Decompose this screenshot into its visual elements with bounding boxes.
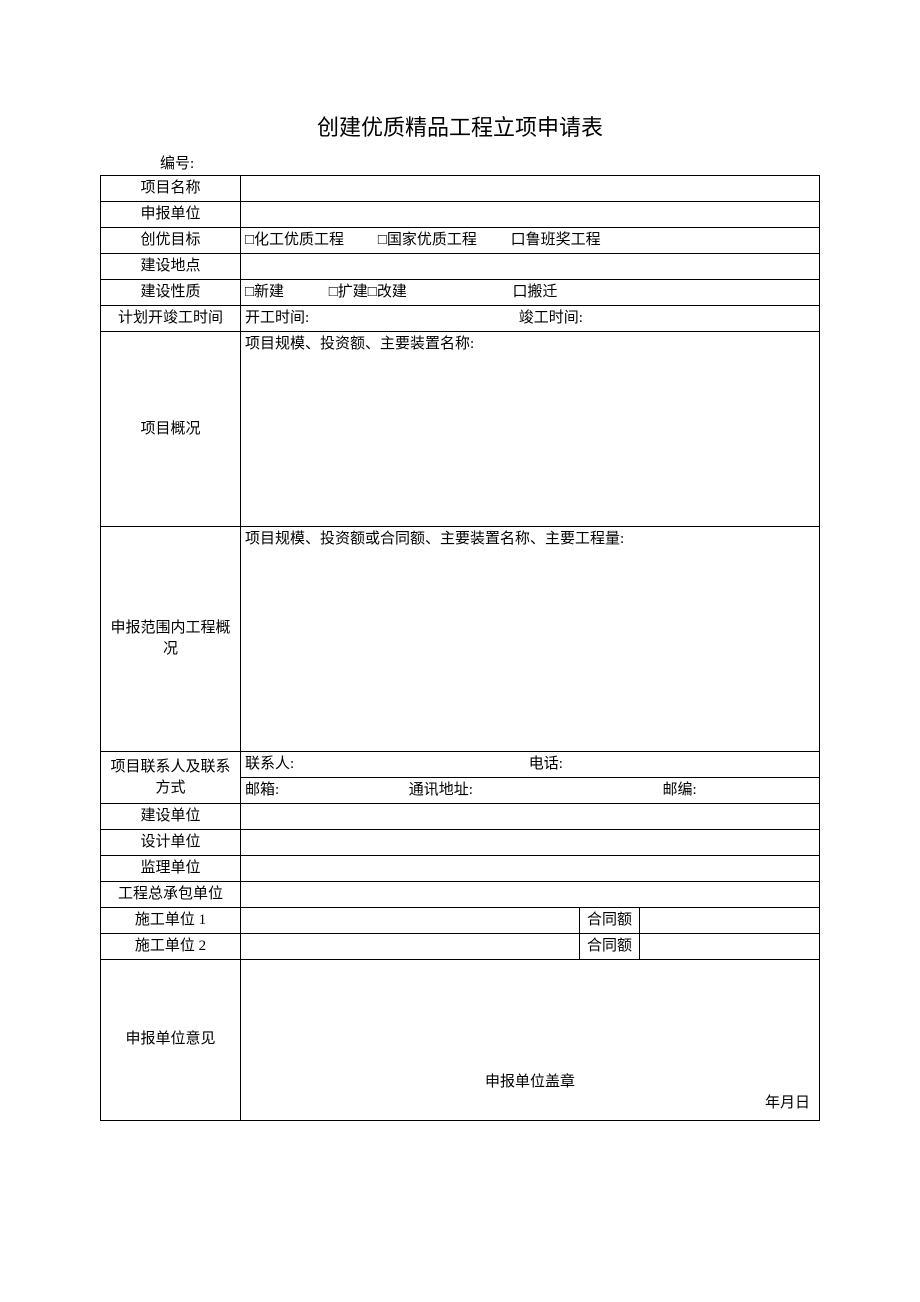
nature-option-2[interactable]: □扩建□改建 [329,282,509,303]
application-form-table: 项目名称 申报单位 创优目标 □化工优质工程 □国家优质工程 口鲁班奖工程 建设… [100,175,820,908]
field-contractor-2-amount[interactable] [640,934,820,960]
label-nature: 建设性质 [101,280,241,306]
field-supervision-unit[interactable] [241,856,820,882]
field-contractor-2-name[interactable] [241,934,580,960]
field-applicant[interactable] [241,202,820,228]
contact-person-label: 联系人: [245,754,525,775]
goal-option-2[interactable]: □国家优质工程 [378,230,477,251]
opinion-table: 申报单位意见 申报单位盖章 年月日 [100,960,820,1121]
row-contractor-1: 施工单位 1 合同额 [101,908,820,934]
label-contractor-1-amount: 合同额 [580,908,640,934]
label-applicant: 申报单位 [101,202,241,228]
field-goal[interactable]: □化工优质工程 □国家优质工程 口鲁班奖工程 [241,228,820,254]
nature-option-3[interactable]: 口搬迁 [513,282,558,303]
label-design-unit: 设计单位 [101,830,241,856]
label-scope-overview: 申报范围内工程概况 [101,527,241,752]
contact-email-label: 邮箱: [245,780,405,801]
row-goal: 创优目标 □化工优质工程 □国家优质工程 口鲁班奖工程 [101,228,820,254]
field-location[interactable] [241,254,820,280]
field-contractor-1-name[interactable] [241,908,580,934]
contact-zip-label: 邮编: [663,780,697,801]
field-design-unit[interactable] [241,830,820,856]
row-schedule: 计划开竣工时间 开工时间: 竣工时间: [101,306,820,332]
row-scope-overview: 申报范围内工程概况 项目规模、投资额或合同额、主要装置名称、主要工程量: [101,527,820,752]
row-opinion: 申报单位意见 申报单位盖章 年月日 [101,960,820,1120]
start-time-label: 开工时间: [245,308,515,329]
row-general-contractor: 工程总承包单位 [101,882,820,908]
row-contact: 项目联系人及联系方式 联系人: 电话: [101,752,820,778]
row-contractor-2: 施工单位 2 合同额 [101,934,820,960]
label-goal: 创优目标 [101,228,241,254]
field-project-name[interactable] [241,176,820,202]
row-applicant: 申报单位 [101,202,820,228]
label-overview: 项目概况 [101,332,241,527]
end-time-label: 竣工时间: [519,308,583,329]
field-schedule[interactable]: 开工时间: 竣工时间: [241,306,820,332]
serial-number-label: 编号: [160,152,820,173]
label-opinion: 申报单位意见 [101,960,241,1120]
label-location: 建设地点 [101,254,241,280]
field-contact-line1[interactable]: 联系人: 电话: [241,752,820,778]
goal-option-1[interactable]: □化工优质工程 [245,230,344,251]
label-general-contractor: 工程总承包单位 [101,882,241,908]
form-title: 创建优质精品工程立项申请表 [100,110,820,142]
label-supervision-unit: 监理单位 [101,856,241,882]
field-scope-overview[interactable]: 项目规模、投资额或合同额、主要装置名称、主要工程量: [241,527,820,752]
nature-option-1[interactable]: □新建 [245,282,325,303]
row-location: 建设地点 [101,254,820,280]
contact-address-label: 通讯地址: [409,780,659,801]
label-schedule: 计划开竣工时间 [101,306,241,332]
field-opinion[interactable]: 申报单位盖章 年月日 [241,960,820,1120]
date-label: 年月日 [245,1093,815,1114]
row-supervision-unit: 监理单位 [101,856,820,882]
row-overview: 项目概况 项目规模、投资额、主要装置名称: [101,332,820,527]
label-build-unit: 建设单位 [101,804,241,830]
label-contractor-1: 施工单位 1 [101,908,241,934]
label-project-name: 项目名称 [101,176,241,202]
field-nature[interactable]: □新建 □扩建□改建 口搬迁 [241,280,820,306]
row-project-name: 项目名称 [101,176,820,202]
contact-phone-label: 电话: [529,754,563,775]
stamp-label: 申报单位盖章 [245,1072,815,1093]
contractor-table: 施工单位 1 合同额 施工单位 2 合同额 [100,908,820,960]
label-contact: 项目联系人及联系方式 [101,752,241,804]
row-build-unit: 建设单位 [101,804,820,830]
field-general-contractor[interactable] [241,882,820,908]
field-contractor-1-amount[interactable] [640,908,820,934]
goal-option-3[interactable]: 口鲁班奖工程 [511,230,601,251]
field-overview[interactable]: 项目规模、投资额、主要装置名称: [241,332,820,527]
row-design-unit: 设计单位 [101,830,820,856]
field-build-unit[interactable] [241,804,820,830]
label-contractor-2: 施工单位 2 [101,934,241,960]
label-contractor-2-amount: 合同额 [580,934,640,960]
field-contact-line2[interactable]: 邮箱: 通讯地址: 邮编: [241,778,820,804]
row-nature: 建设性质 □新建 □扩建□改建 口搬迁 [101,280,820,306]
